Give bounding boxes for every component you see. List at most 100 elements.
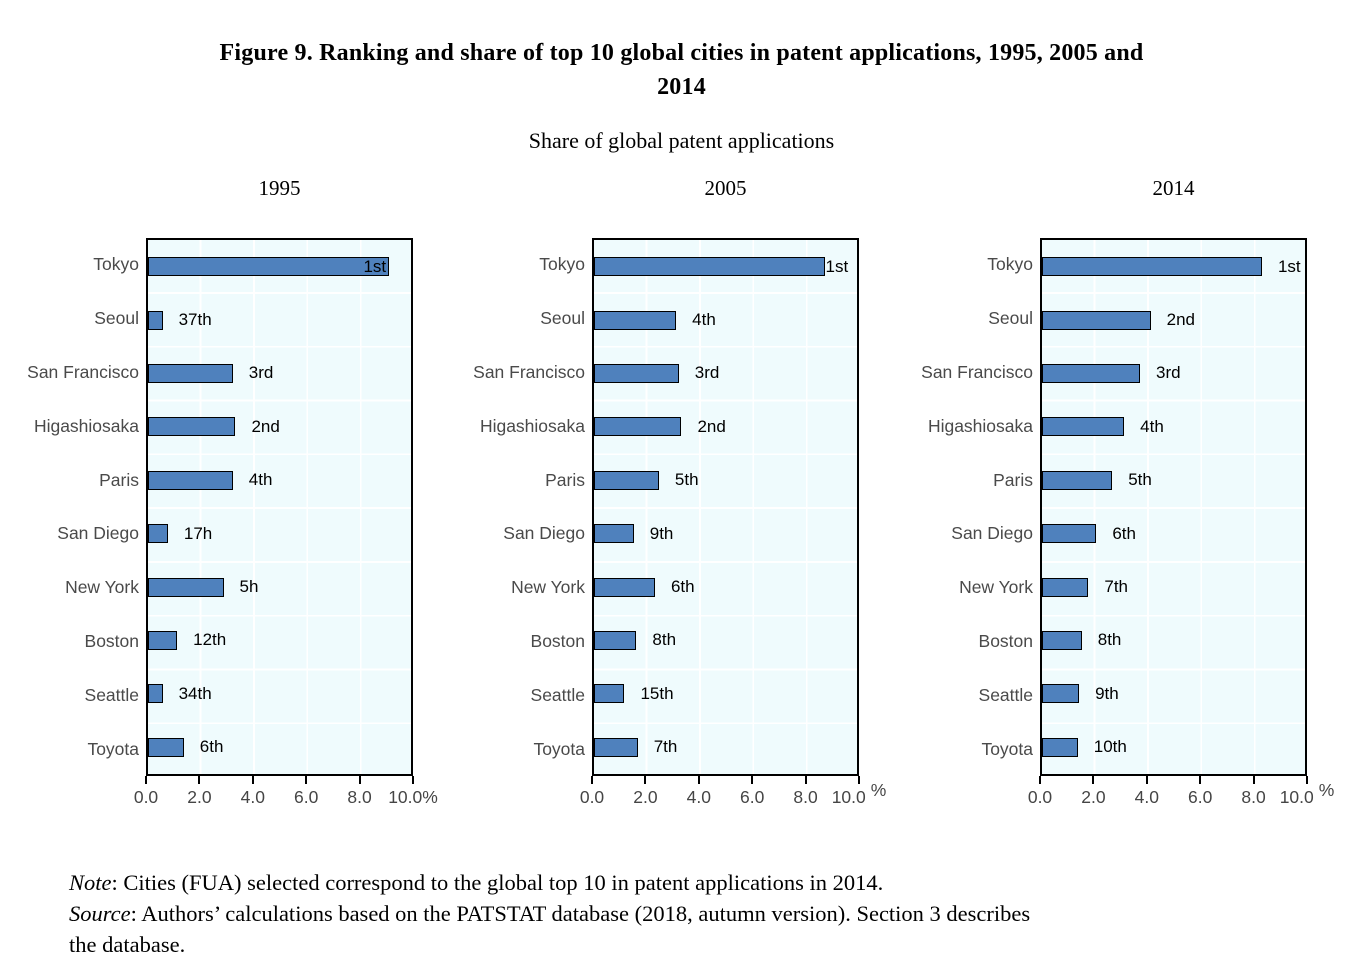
bar-boston: [594, 630, 637, 650]
city-labels-2005: Tokyo Seoul San Francisco Higashiosaka Paris…: [455, 238, 585, 776]
x-tick-label: 2.0: [187, 787, 211, 808]
bar-san-diego: [148, 524, 168, 544]
rank-label: 8th: [1097, 630, 1122, 650]
x-tick-value: 10.0: [831, 787, 866, 807]
x-tick: [1145, 776, 1148, 784]
bar-row: 7th: [594, 721, 857, 774]
city-label: Seoul: [988, 308, 1033, 329]
rank-label: 37th: [178, 310, 212, 330]
city-label: San Diego: [951, 523, 1033, 544]
city-label: Paris: [993, 469, 1033, 490]
bar-row: 1st: [148, 240, 411, 293]
bar-higashiosaka: [1042, 417, 1125, 437]
x-tick: [804, 776, 807, 784]
rank-label: 3rd: [248, 363, 274, 383]
bar-row: 2nd: [1042, 293, 1305, 346]
bar-row: 6th: [594, 560, 857, 613]
bar-toyota: [1042, 737, 1078, 757]
x-tick: [1039, 776, 1041, 784]
bar-new-york: [594, 577, 655, 597]
bar-toyota: [148, 737, 184, 757]
x-tick-label: 0.0: [134, 787, 158, 808]
bar-san-francisco: [148, 363, 233, 383]
bar-row: 5th: [1042, 454, 1305, 507]
bar-tokyo: 1st: [148, 256, 390, 277]
city-label: New York: [959, 577, 1033, 598]
bar-row: 15th: [594, 667, 857, 720]
bar-row: 7th: [1042, 560, 1305, 613]
x-tick-value: 4.0: [686, 787, 711, 807]
bar-row: 34th: [148, 667, 411, 720]
bar-tokyo: [594, 257, 825, 277]
rank-label: 2nd: [251, 416, 280, 436]
x-tick-label: 4.0: [241, 787, 265, 808]
rank-label: 1st: [363, 256, 387, 276]
x-tick: [1199, 776, 1202, 784]
bar-higashiosaka: [594, 417, 682, 437]
x-tick-value: 6.0: [1188, 787, 1213, 807]
bar-row: 8th: [1042, 614, 1305, 667]
rank-label: 5th: [674, 470, 699, 490]
bar-paris: [148, 470, 233, 490]
x-tick: [251, 776, 254, 784]
bar-higashiosaka: [148, 417, 236, 437]
x-tick-value: 2.0: [187, 787, 212, 807]
x-tick-label: 6.0: [1188, 787, 1212, 808]
bar-paris: [1042, 470, 1113, 490]
x-tick-label: 10.0%: [1280, 780, 1335, 808]
bar-seoul: [594, 310, 677, 330]
bar-row: 4th: [594, 293, 857, 346]
city-label: San Diego: [503, 523, 585, 544]
x-tick-label: 0.0: [580, 787, 604, 808]
x-tick-value: 2.0: [633, 787, 658, 807]
rank-label: 4th: [692, 310, 716, 330]
city-label: Toyota: [87, 738, 139, 759]
bar-row: 37th: [148, 293, 411, 346]
rank-label: 1st: [1277, 256, 1301, 276]
rank-label: 5th: [1128, 470, 1152, 490]
x-tick-label: 8.0: [347, 787, 371, 808]
x-tick-label: 4.0: [687, 787, 711, 808]
city-labels-1995: Tokyo Seoul San Francisco Higashiosaka Paris…: [9, 238, 139, 776]
figure-title-line1: Figure 9. Ranking and share of top 10 gl…: [219, 40, 1144, 66]
rank-label: 2nd: [697, 416, 726, 436]
plot-area-1995: 1st 37th 3rd 2nd 4th 17h 5h 12th 34th 6th: [146, 238, 413, 776]
bar-toyota: [594, 737, 638, 757]
source-label: Source: [69, 901, 131, 926]
city-label: Paris: [99, 469, 139, 490]
x-tick-label: 6.0: [294, 787, 318, 808]
bar-boston: [1042, 630, 1082, 650]
x-tick: [412, 776, 414, 784]
source-line: Source: Authors’ calculations based on t…: [69, 898, 1289, 929]
note-label: Note: [69, 870, 112, 895]
rank-label: 17h: [183, 523, 213, 543]
x-tick-value: 0.0: [133, 787, 159, 807]
bar-row: 10th: [1042, 721, 1305, 774]
chart-subtitle: Share of global patent applications: [528, 128, 835, 153]
bar-seattle: [148, 684, 163, 704]
rank-label: 5h: [239, 577, 259, 597]
city-label: Seattle: [530, 684, 585, 705]
rank-label: 1st: [825, 256, 849, 276]
x-tick-label: 6.0: [740, 787, 764, 808]
x-tick: [1252, 776, 1255, 784]
city-label: Boston: [530, 630, 585, 651]
bar-row: 1st: [1042, 240, 1305, 293]
bar-seoul: [1042, 310, 1151, 330]
city-label: San Francisco: [473, 361, 585, 382]
city-label: San Francisco: [27, 361, 139, 382]
x-tick-value: 10.0: [388, 787, 423, 807]
bar-san-francisco: [1042, 363, 1141, 383]
bar-row: 6th: [148, 721, 411, 774]
rank-label: 9th: [1095, 683, 1119, 703]
panel-year-1995: 1995: [258, 176, 301, 200]
x-tick-value: 8.0: [1241, 787, 1266, 807]
bar-row: 3rd: [594, 347, 857, 400]
x-tick-value: 6.0: [740, 787, 765, 807]
city-label: Tokyo: [987, 254, 1033, 275]
x-tick: [1092, 776, 1095, 784]
x-tick-label: 10.0%: [388, 787, 438, 808]
x-axis-unit: %: [422, 787, 438, 807]
figure-title-line2: 2014: [657, 74, 706, 100]
x-tick-value: 0.0: [1027, 787, 1053, 807]
